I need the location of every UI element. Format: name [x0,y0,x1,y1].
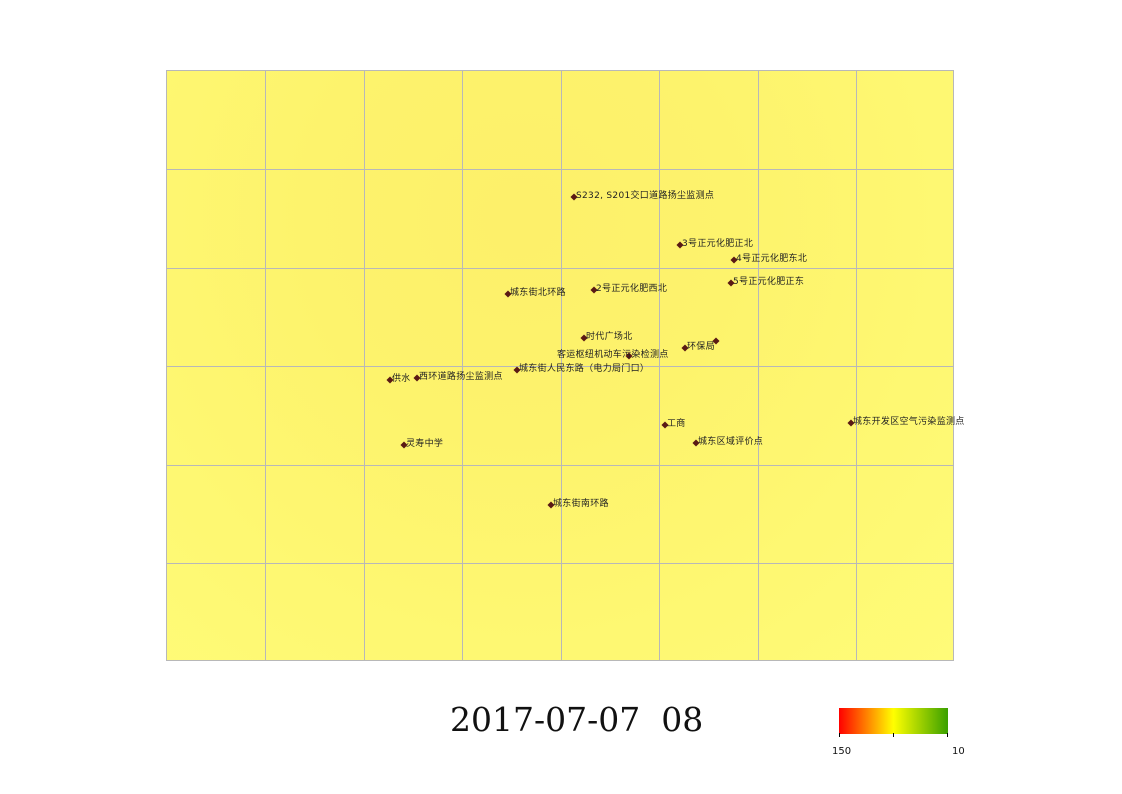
grid-line-v [561,71,562,660]
map-area: S232, S201交口道路扬尘监测点 3号正元化肥正北 4号正元化肥东北 城东… [166,70,964,661]
station-label: 时代广场北 [586,332,633,342]
station-label: 城东开发区空气污染监测点 [853,417,965,427]
grid-line-h [167,169,953,170]
legend-tick [947,733,948,737]
station-label: 客运枢纽机动车污染检测点 [557,350,669,360]
grid-line-v [856,71,857,660]
timestamp-title: 2017-07-07 08 [450,700,704,739]
station-label: 3号正元化肥正北 [682,239,754,249]
legend-tick [893,733,894,737]
station-label: S232, S201交口道路扬尘监测点 [576,191,715,201]
grid-line-h [167,268,953,269]
legend-tick [839,733,840,737]
grid-line-h [167,465,953,466]
station-label: 城东街北环路 [510,288,566,298]
station-label: 2号正元化肥西北 [596,284,668,294]
grid-line-h [167,563,953,564]
grid-line-v [659,71,660,660]
station-label: 灵寿中学 [406,439,444,449]
station-label: 城东街南环路 [553,499,609,509]
color-scale-bar [839,708,948,734]
grid-line-v [758,71,759,660]
station-label: 城东区域评价点 [698,437,764,447]
legend-max-label: 10 [952,746,965,757]
station-label: 供水 [392,374,411,384]
station-label: 4号正元化肥东北 [736,254,808,264]
station-label: 城东街人民东路（电力局门口） [519,364,650,374]
grid-line-v [265,71,266,660]
grid-line-h [167,366,953,367]
grid-line-v [462,71,463,660]
station-label: 环保局 [687,342,715,352]
grid-line-v [364,71,365,660]
station-label: 5号正元化肥正东 [733,277,805,287]
station-label: 工商 [667,419,686,429]
station-label: 西环道路扬尘监测点 [419,372,503,382]
legend-min-label: 150 [832,746,852,757]
